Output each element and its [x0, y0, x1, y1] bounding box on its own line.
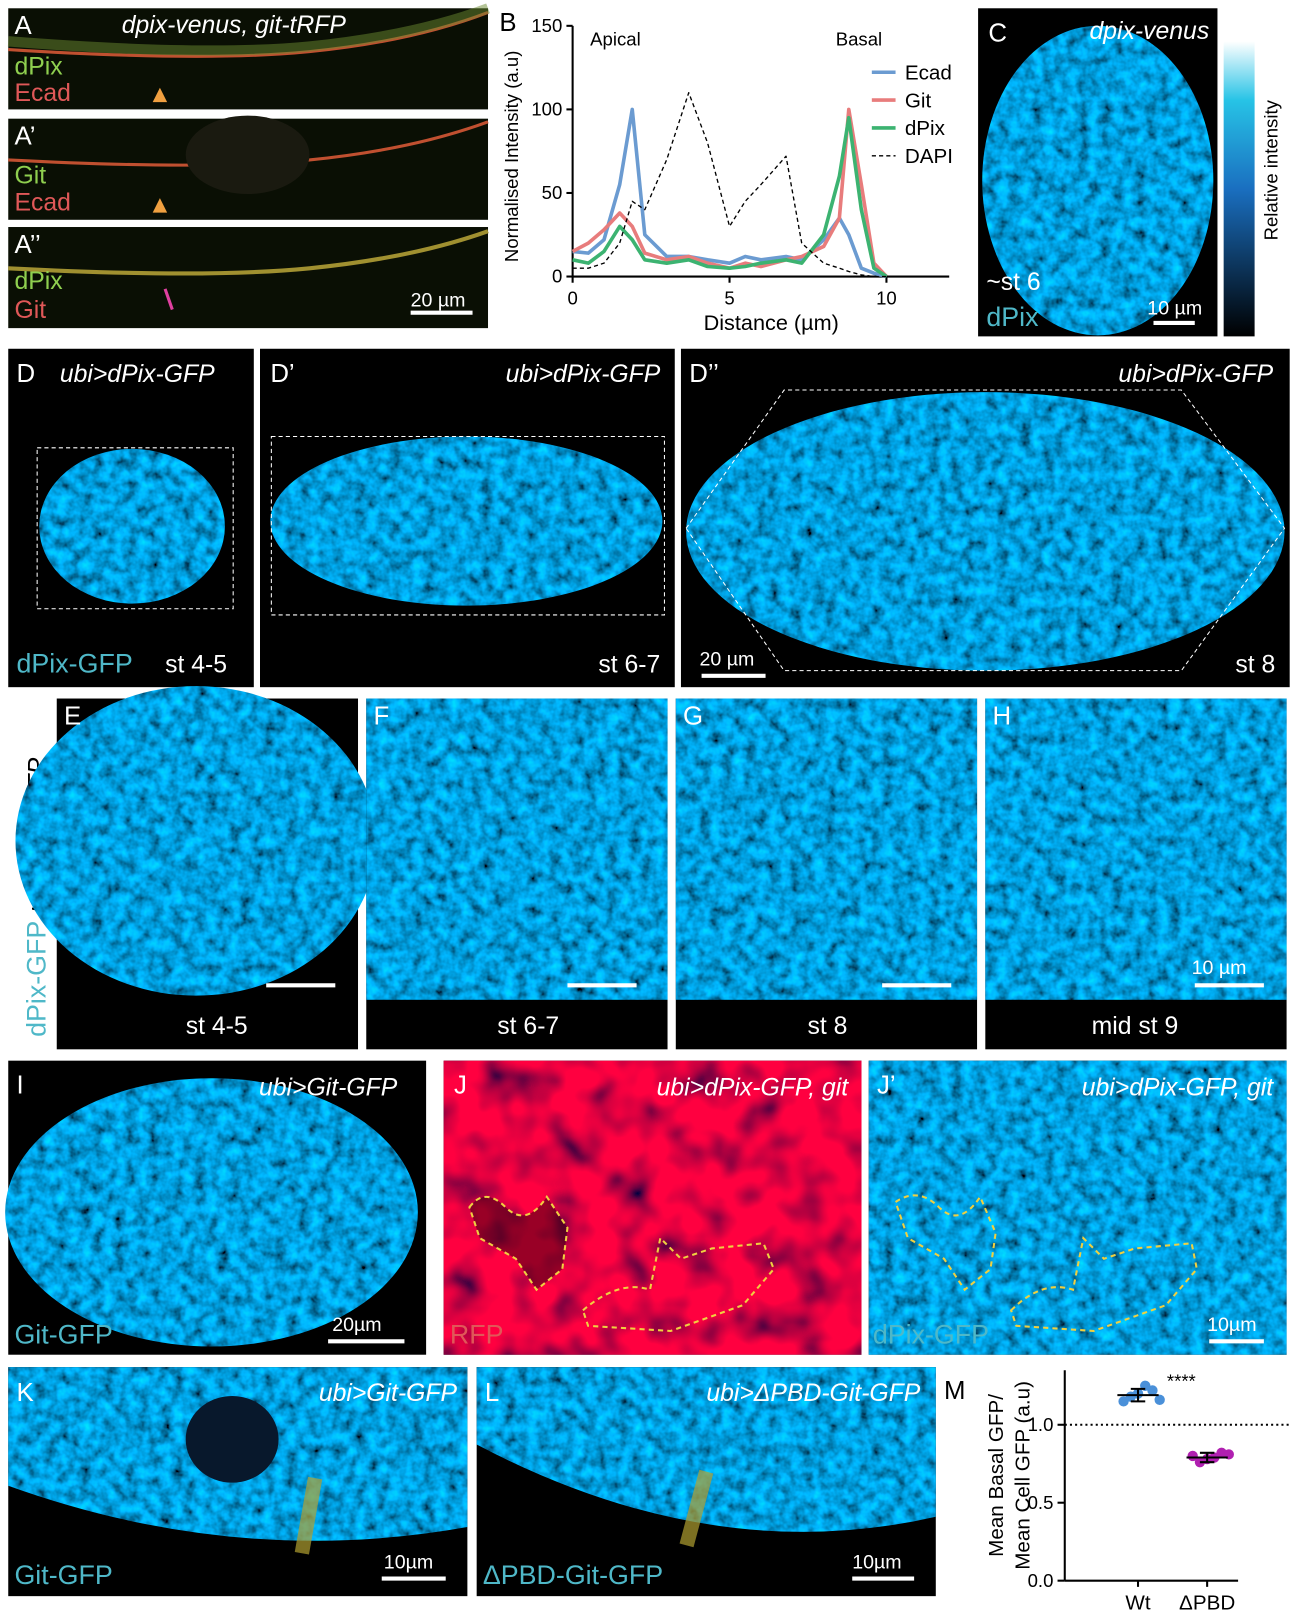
panel-title: ubi>Git-GFP — [259, 1075, 398, 1102]
channel: dPix — [986, 302, 1039, 332]
panel-title: ubi>dPix-GFP — [60, 361, 215, 388]
panels: A dpix-venus, git-tRFP dPix Ecad A’ Git … — [5, 8, 1290, 1596]
image-texture — [444, 1061, 862, 1355]
x-tick-label: Wt — [1125, 1592, 1150, 1615]
channel: ΔPBD-Git-GFP — [483, 1560, 663, 1590]
y-tick-label: 0.0 — [1028, 1570, 1054, 1591]
panel-label: J’ — [877, 1072, 896, 1100]
panel-label: L — [485, 1379, 499, 1407]
channel: Git-GFP — [14, 1319, 112, 1349]
panel-label: H — [993, 702, 1012, 730]
panel-label: G — [683, 702, 703, 730]
image-texture — [270, 436, 662, 605]
x-tick-label: ΔPBD — [1179, 1592, 1235, 1615]
channel: Ecad — [14, 190, 70, 217]
data-point — [1155, 1395, 1165, 1405]
x-tick-label: 0 — [567, 287, 577, 308]
scale-label: 10 µm — [1192, 957, 1247, 979]
panel-title: ubi>ΔPBD-Git-GFP — [706, 1380, 920, 1407]
series-line — [573, 109, 887, 276]
y-tick-label: 150 — [531, 15, 562, 36]
annotation: Apical — [590, 28, 641, 49]
image-texture — [676, 699, 977, 1000]
panel-label: I — [17, 1072, 24, 1100]
scale-label: 20 µm — [411, 289, 466, 311]
y-axis-label: Mean Cell GFP (a.u) — [1012, 1381, 1035, 1570]
scale-label: 20µm — [332, 1314, 381, 1336]
y-tick-label: 100 — [531, 99, 562, 120]
scale-label: 10 µm — [1147, 298, 1202, 320]
channel: Git — [14, 297, 46, 324]
y-tick-label: 50 — [542, 182, 563, 203]
panel-title: ubi>Git-GFP — [319, 1380, 458, 1407]
panel-label: D’ — [270, 360, 294, 388]
scale-label: 10µm — [852, 1551, 901, 1573]
scale-label: 10µm — [384, 1551, 433, 1573]
stage: st 4-5 — [186, 1013, 248, 1040]
stage: st 6-7 — [497, 1013, 559, 1040]
panel-label: D — [17, 360, 36, 388]
legend-label: DAPI — [905, 145, 953, 168]
scale-label: 10µm — [1207, 1314, 1256, 1336]
image-texture — [5, 1078, 418, 1346]
channel: Git — [14, 163, 46, 190]
stage: mid st 9 — [1092, 1013, 1179, 1040]
panel-label: C — [988, 19, 1007, 47]
data-point — [1126, 1392, 1136, 1402]
image-texture — [686, 392, 1284, 671]
image-texture — [869, 1061, 1287, 1355]
legend-label: Git — [905, 89, 932, 112]
image-texture — [366, 699, 667, 1000]
channel: Git-GFP — [14, 1560, 112, 1590]
channel: Ecad — [14, 80, 70, 107]
image-nucleus — [186, 1396, 279, 1483]
panel-label: A — [14, 12, 32, 40]
legend-label: Ecad — [905, 61, 952, 84]
image-texture — [39, 449, 225, 604]
scale-label: 20 µm — [700, 649, 755, 671]
panel-label: E — [64, 702, 81, 730]
panel-title: ubi>dPix-GFP — [506, 361, 661, 388]
panel-label: J — [454, 1072, 467, 1100]
channel: dPix-GFP — [17, 649, 133, 679]
figure: A dpix-venus, git-tRFP dPix Ecad A’ Git … — [0, 0, 1300, 1623]
y-axis-label: Mean Basal GFP/ — [985, 1394, 1008, 1557]
panel-title: dpix-venus, git-tRFP — [122, 12, 347, 39]
colorbar — [1224, 41, 1255, 336]
channel: dPix — [14, 268, 63, 295]
series-line — [573, 109, 887, 276]
panel-title: ubi>dPix-GFP, git — [1082, 1075, 1275, 1102]
panel-title: ubi>dPix-GFP, git — [657, 1075, 850, 1102]
stage: st 8 — [1235, 652, 1275, 679]
y-axis-label: Normalised Intensity (a.u) — [501, 51, 522, 262]
panel-label: D’’ — [689, 360, 719, 388]
x-tick-label: 10 — [876, 287, 897, 308]
x-axis-label: Distance (µm) — [704, 310, 839, 335]
significance: **** — [1167, 1371, 1196, 1392]
x-tick-label: 5 — [724, 287, 734, 308]
panel-title: ubi>dPix-GFP — [1118, 361, 1273, 388]
image-nucleus — [186, 116, 310, 194]
panel-label: A’’ — [14, 231, 40, 259]
panel-label: F — [373, 702, 389, 730]
annotation: Basal — [836, 28, 882, 49]
panel-label: K — [17, 1379, 34, 1407]
image-texture — [985, 699, 1286, 1000]
channel: dPix-GFP — [873, 1319, 989, 1349]
stage: st 8 — [808, 1013, 848, 1040]
stage: ~st 6 — [986, 269, 1040, 296]
panel-label: M — [944, 1377, 965, 1405]
stage: st 4-5 — [165, 652, 227, 679]
channel: dPix-GFP — [21, 921, 51, 1037]
panel-title: dpix-venus — [1090, 18, 1210, 45]
legend-label: dPix — [905, 117, 946, 140]
colorbar-label: Relative intensity — [1260, 99, 1281, 240]
panel-label: A’ — [14, 122, 35, 150]
panel-label: B — [499, 9, 516, 37]
channel: dPix — [14, 53, 63, 80]
y-tick-label: 0 — [552, 266, 562, 287]
stage: st 6-7 — [598, 652, 660, 679]
channel: RFP — [450, 1319, 504, 1349]
image-texture — [15, 686, 376, 996]
